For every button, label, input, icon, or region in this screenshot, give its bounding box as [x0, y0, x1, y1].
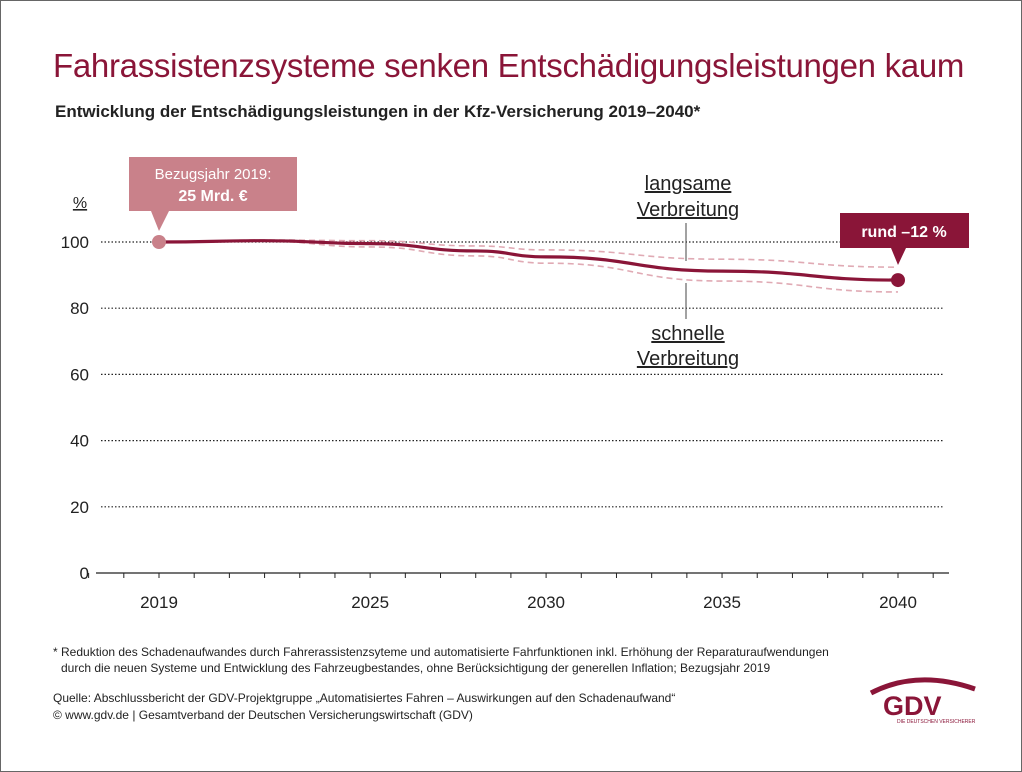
copyright: © www.gdv.de | Gesamtverband der Deutsch…	[53, 708, 473, 722]
y-tick-label: 60	[70, 365, 89, 384]
y-tick-label: 20	[70, 498, 89, 517]
start-callout-line-2: 25 Mrd. €	[178, 188, 247, 205]
x-tick-label: 2040	[879, 593, 917, 612]
chart-title: Fahrassistenzsysteme senken Entschädigun…	[53, 47, 965, 84]
y-tick-label: 100	[61, 233, 89, 252]
svg-text:DIE DEUTSCHEN VERSICHERER: DIE DEUTSCHEN VERSICHERER	[897, 719, 976, 725]
y-axis-unit: %	[73, 195, 87, 212]
source: Quelle: Abschlussbericht der GDV-Projekt…	[53, 691, 676, 705]
svg-text:GDV: GDV	[883, 691, 942, 721]
slow-label-line-2: Verbreitung	[637, 199, 739, 221]
y-tick-label: 0	[80, 564, 89, 583]
end-callout-box	[840, 213, 969, 265]
x-tick-label: 2019	[140, 593, 178, 612]
fast-label-line-1: schnelle	[651, 323, 724, 345]
series-line-main	[158, 239, 899, 282]
y-tick-label: 40	[70, 432, 89, 451]
x-tick-label: 2030	[527, 593, 565, 612]
gdv-logo: GDV DIE DEUTSCHEN VERSICHERER	[867, 673, 979, 725]
y-tick-label: 80	[70, 299, 89, 318]
footnote-line-2: durch die neuen Systeme und Entwicklung …	[61, 661, 771, 675]
slow-label-line-1: langsame	[645, 173, 732, 195]
end-point	[891, 273, 905, 288]
start-callout-box	[129, 157, 297, 231]
end-callout-label: rund –12 %	[861, 224, 946, 241]
start-callout-line-1: Bezugsjahr 2019:	[155, 166, 272, 183]
footnote-line-1: * Reduktion des Schadenaufwandes durch F…	[53, 645, 829, 659]
fast-label-line-2: Verbreitung	[637, 348, 739, 370]
x-tick-label: 2025	[351, 593, 389, 612]
x-tick-label: 2035	[703, 593, 741, 612]
start-point	[152, 235, 166, 249]
chart-subtitle: Entwicklung der Entschädigungsleistungen…	[55, 102, 701, 121]
